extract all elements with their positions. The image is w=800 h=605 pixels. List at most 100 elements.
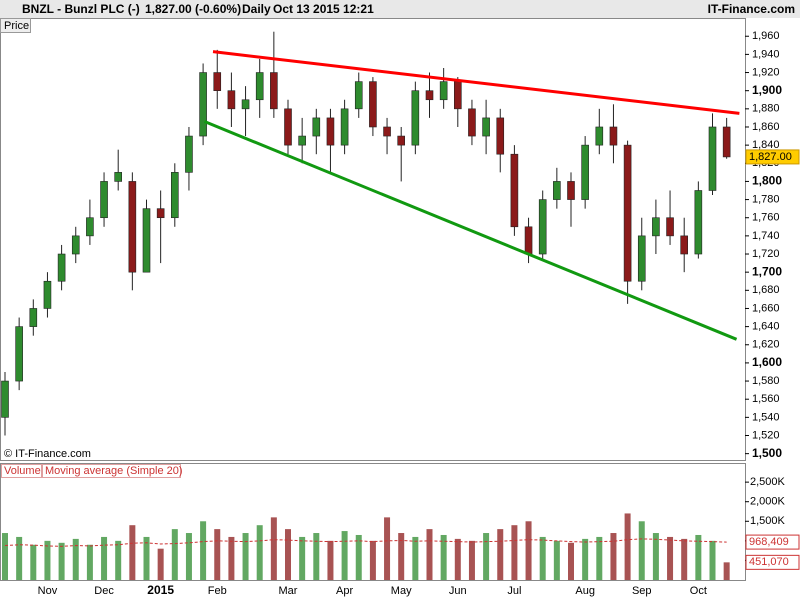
header-bar	[0, 0, 800, 18]
candle-body	[468, 108, 476, 137]
volume-bar	[511, 525, 518, 580]
x-tick-label: 2015	[147, 583, 174, 597]
candle-body	[496, 117, 505, 155]
panel-label-box	[0, 18, 31, 33]
candle-body	[312, 117, 321, 137]
candle-body	[623, 144, 632, 282]
candle-body	[43, 280, 52, 309]
y-tick-label: 1,560	[752, 393, 780, 405]
volume-bar	[596, 536, 603, 580]
y-tick-label: 1,620	[752, 339, 780, 351]
volume-bar	[384, 517, 391, 580]
volume-bar	[454, 538, 461, 580]
candle-body	[29, 308, 38, 327]
y-tick-label: 1,960	[752, 30, 780, 42]
volume-bar	[553, 540, 560, 580]
candle-body	[453, 81, 462, 110]
volume-bar	[157, 548, 164, 580]
x-tick-label: Apr	[336, 585, 353, 597]
volume-bar	[242, 533, 249, 580]
volume-marker-label: 451,070	[749, 556, 789, 568]
candle-body	[524, 226, 533, 255]
candle-body	[439, 81, 448, 101]
candle-body	[722, 126, 731, 158]
volume-bar	[426, 529, 433, 580]
volume-bar	[398, 533, 405, 580]
y2-tick-label: 2,500K	[750, 476, 786, 488]
volume-bar	[228, 536, 235, 580]
candle-body	[609, 126, 618, 146]
volume-bar	[101, 536, 108, 580]
x-tick-label: Dec	[94, 585, 114, 597]
candle-body	[171, 172, 179, 219]
candle-body	[86, 217, 94, 237]
candle-body	[298, 135, 306, 146]
y-tick-label: 1,600	[752, 355, 782, 369]
candle-body	[142, 208, 151, 273]
candle-body	[538, 199, 547, 255]
y2-tick-label: 2,000K	[750, 496, 786, 508]
period: Daily	[242, 2, 271, 16]
volume-bar	[539, 536, 546, 580]
y-tick-label: 1,540	[752, 411, 780, 423]
candle-body	[354, 81, 363, 110]
volume-bar	[214, 529, 221, 580]
volume-bar	[497, 529, 504, 580]
copyright: © IT-Finance.com	[4, 448, 91, 460]
chart-title: BNZL - Bunzl PLC (-)	[22, 2, 140, 16]
y-tick-label: 1,700	[752, 264, 782, 278]
y2-tick-label: 1,500K	[750, 515, 786, 527]
volume-bar	[256, 525, 263, 580]
volume-bar	[568, 542, 574, 580]
volume-bar	[270, 517, 277, 580]
y-tick-label: 1,880	[752, 103, 780, 115]
volume-bar	[2, 533, 8, 580]
volume-bar	[129, 525, 136, 580]
y-tick-label: 1,720	[752, 248, 780, 260]
candle-body	[680, 235, 689, 255]
candle-body	[156, 208, 165, 219]
y-tick-label: 1,860	[752, 121, 780, 133]
volume-bar	[412, 536, 419, 580]
candle-body	[100, 181, 108, 219]
candle-body	[567, 181, 575, 200]
volume-bar	[200, 521, 207, 580]
candle-body	[284, 108, 292, 146]
volume-bar	[652, 533, 659, 580]
volume-bar	[610, 533, 617, 580]
y-tick-label: 1,660	[752, 302, 780, 314]
volume-bar	[327, 540, 334, 580]
volume-bar	[624, 513, 631, 580]
ma-label: Moving average (Simple 20)	[45, 465, 183, 477]
volume-bar	[369, 540, 376, 580]
candle-body	[1, 380, 9, 418]
volume-bar	[582, 538, 589, 580]
x-tick-label: Feb	[208, 585, 227, 597]
y-tick-label: 1,840	[752, 139, 780, 151]
candle-body	[411, 90, 420, 146]
y-tick-label: 1,740	[752, 230, 780, 242]
volume-bar	[638, 521, 645, 580]
volume-bar	[681, 538, 688, 580]
y-tick-label: 1,680	[752, 284, 780, 296]
last-price-marker	[745, 149, 800, 165]
candle-body	[595, 126, 604, 146]
volume-bar	[483, 533, 490, 580]
candle-body	[128, 181, 137, 273]
x-tick-label: Nov	[38, 585, 58, 597]
candle-body	[369, 81, 377, 128]
ma-marker	[745, 534, 800, 550]
candle-body	[581, 144, 589, 200]
candle-body	[340, 108, 349, 146]
volume-bar	[440, 534, 447, 580]
y-tick-label: 1,520	[752, 429, 780, 441]
volume-bar	[44, 540, 51, 580]
candle-body	[383, 126, 391, 137]
volume-bar	[299, 536, 306, 580]
candle-body	[270, 72, 278, 110]
candle-body	[15, 326, 23, 382]
candle-body	[213, 72, 222, 91]
candle-body	[199, 72, 207, 137]
